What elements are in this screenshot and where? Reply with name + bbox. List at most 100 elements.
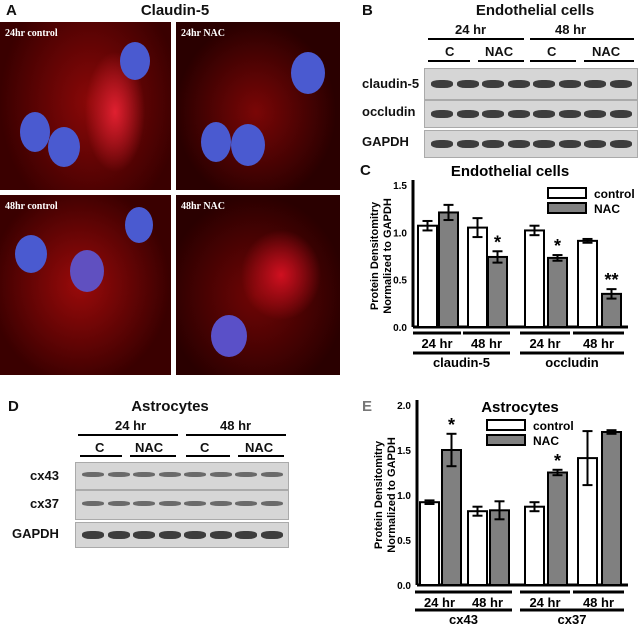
panel-b-title: Endothelial cells [475,2,595,19]
blot-row-label: cx37 [30,496,59,511]
blot-row-label: GAPDH [12,526,59,541]
blot-band [133,501,155,506]
x-tick-label: 48 hr [583,595,614,610]
blot-band [431,80,453,88]
blot-gapdh-astrocytes [75,522,289,548]
blot-band [609,80,632,88]
micrograph-48hr-control: 48hr control [0,195,171,375]
blot-band [158,501,181,506]
blot-band [133,531,155,539]
blot-band [184,531,206,539]
blot-band [558,110,581,118]
blot-band [209,501,232,506]
legend-swatch [486,434,526,446]
blot-band [456,140,479,148]
x-tick-label: 24 hr [424,595,455,610]
blot-band [507,80,530,88]
bar-NAC [487,255,508,328]
time-label: 24 hr [455,22,487,37]
blot-band [209,472,232,477]
x-tick-label: 48 hr [583,336,614,351]
blot-band [82,472,104,477]
blot-band [184,501,206,506]
panel-a-label: A [6,2,17,19]
blot-band [235,531,257,539]
group-label: cx43 [449,612,478,627]
panel-d-label: D [8,398,19,415]
legend-swatch [547,187,587,199]
legend-label: control [533,419,574,433]
condition-label: C [445,44,455,59]
blot-claudin-5 [424,68,638,100]
condition-label: C [547,44,557,59]
blot-band [184,472,206,477]
y-axis-label: Protein Densitomitry [369,201,381,310]
blot-band [82,531,104,539]
legend-label: control [594,187,635,201]
micrograph-24hr-nac: 24hr NAC [176,22,340,190]
x-tick-label: 48 hr [472,595,503,610]
blot-row-label: claudin-5 [362,76,420,91]
y-axis-label: Normalized to GAPDH [382,198,394,314]
blot-band [235,472,257,477]
legend-label: NAC [533,434,559,448]
blot-band [107,531,130,539]
bar-control [467,226,488,329]
bar-NAC [441,449,462,586]
time-label: 24 hr [115,418,147,433]
legend-swatch [486,419,526,431]
y-tick-label: 1.0 [397,491,411,502]
blot-row-label: cx43 [30,468,59,483]
blot-band [260,472,283,477]
x-tick-label: 24 hr [421,336,452,351]
x-tick-label: 24 hr [529,336,560,351]
blot-band [482,110,504,118]
blot-band [158,531,181,539]
blot-band [533,80,555,88]
bar-control [524,229,545,328]
y-tick-label: 0.5 [393,276,407,287]
condition-label: C [95,440,105,455]
blot-band [609,140,632,148]
condition-label: NAC [592,44,621,59]
group-label: occludin [545,355,599,370]
blot-band [456,110,479,118]
significance-marker: ** [604,270,618,290]
bar-control [467,510,488,587]
blot-band [558,80,581,88]
y-tick-label: 1.5 [397,446,411,457]
blot-band [158,472,181,477]
condition-label: NAC [485,44,514,59]
significance-marker: * [494,232,501,252]
bar-control [419,501,440,587]
blot-band [533,110,555,118]
blot-row-label: occludin [362,104,416,119]
blot-band [584,80,606,88]
blot-band [82,501,104,506]
blot-band [235,501,257,506]
bar-control [417,224,438,328]
significance-marker: * [554,451,561,471]
blot-band [107,472,130,477]
panel-c-label: C [360,162,371,179]
blot-band [507,110,530,118]
blot-cx37 [75,490,289,520]
blot-band [609,110,632,118]
time-label: 48 hr [220,418,252,433]
significance-marker: * [448,415,455,435]
group-label: cx37 [558,612,587,627]
y-tick-label: 2.0 [397,401,411,412]
y-tick-label: 1.5 [393,181,407,192]
blot-band [482,140,504,148]
bar-NAC [547,471,568,586]
bar-NAC [438,211,459,329]
bar-NAC [489,509,510,586]
blot-band [260,501,283,506]
blot-band [209,531,232,539]
bar-NAC [547,256,568,329]
blot-band [533,140,555,148]
significance-marker: * [554,236,561,256]
bar-NAC [601,431,622,586]
